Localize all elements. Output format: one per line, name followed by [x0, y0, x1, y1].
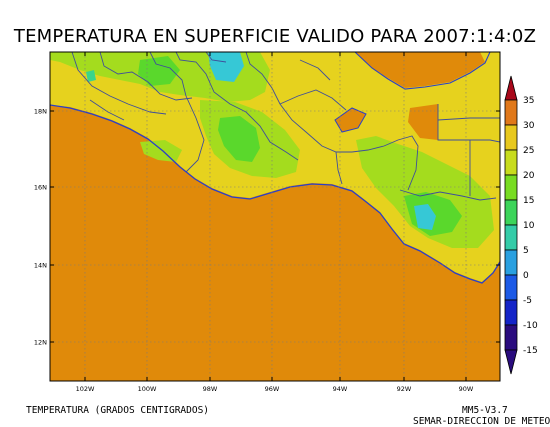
- colorbar-label: -15: [523, 346, 538, 356]
- map-title: TEMPERATURA EN SUPERFICIE VALIDO PARA 20…: [13, 26, 537, 47]
- bay-ocean-patch: [408, 104, 438, 140]
- lon-label: 98W: [203, 385, 218, 393]
- colorbar-label: 25: [523, 146, 534, 156]
- gulf-ocean-patch: [355, 52, 485, 88]
- colorbar-label: 15: [523, 196, 534, 206]
- cool-zone-north: [138, 56, 180, 86]
- colorbar-label: 10: [523, 221, 535, 231]
- colorbar-segment: [504, 174, 518, 201]
- lon-label: 90W: [459, 385, 474, 393]
- cold-core-east: [414, 204, 436, 230]
- agency-label: SEMAR-DIRECCION DE METEO: [413, 416, 550, 427]
- lon-label: 94W: [333, 385, 348, 393]
- lon-label: 102W: [76, 385, 95, 393]
- lat-label: 12N: [34, 339, 47, 347]
- map-frame: [49, 51, 501, 382]
- lon-label: 96W: [265, 385, 280, 393]
- lat-lon-grid: [50, 52, 500, 381]
- colorbar-label: 35: [523, 96, 534, 106]
- mild-zone-south: [140, 140, 182, 162]
- colorbar-label: -5: [523, 296, 532, 306]
- lon-label: 92W: [397, 385, 412, 393]
- cold-core-small: [86, 70, 96, 82]
- longitude-axis: 102W 100W 98W 96W 94W 92W 90W: [76, 52, 474, 393]
- colorbar-label: 30: [523, 121, 535, 131]
- colorbar-label: -10: [523, 321, 538, 331]
- gulf-coastline: [354, 52, 491, 90]
- colorbar-label: 0: [523, 271, 529, 281]
- lat-label: 16N: [34, 184, 47, 192]
- colorbar: 35 30 25 20 15 10 5 0 -5 -10 -15: [504, 75, 538, 375]
- map-fields: [50, 52, 500, 381]
- coast-ocean-patch: [335, 108, 366, 132]
- colorbar-segment: [504, 199, 518, 226]
- colorbar-segment: [504, 149, 518, 176]
- colorbar-segment: [504, 324, 518, 351]
- colorbar-label: 20: [523, 171, 535, 181]
- variable-label: TEMPERATURA (GRADOS CENTIGRADOS): [26, 405, 210, 416]
- cold-core-north: [208, 52, 244, 82]
- lat-label: 14N: [34, 262, 47, 270]
- colorbar-max-arrow: [504, 75, 518, 101]
- lat-label: 18N: [34, 108, 47, 116]
- colorbar-segment: [504, 124, 518, 151]
- colorbar-label: 5: [523, 246, 529, 256]
- lagoon-coastline: [334, 107, 367, 133]
- colorbar-segment: [504, 299, 518, 326]
- colorbar-segment: [504, 249, 518, 276]
- colorbar-segment: [504, 274, 518, 301]
- colorbar-min-arrow: [504, 349, 518, 375]
- model-label: MM5-V3.7: [462, 405, 508, 416]
- colorbar-segment: [504, 99, 518, 126]
- lon-label: 100W: [138, 385, 157, 393]
- latitude-axis: 18N 16N 14N 12N: [34, 108, 500, 347]
- colorbar-segment: [504, 224, 518, 251]
- coastline: [50, 104, 500, 284]
- cool-zone-central: [218, 116, 260, 162]
- state-borders: [71, 52, 500, 201]
